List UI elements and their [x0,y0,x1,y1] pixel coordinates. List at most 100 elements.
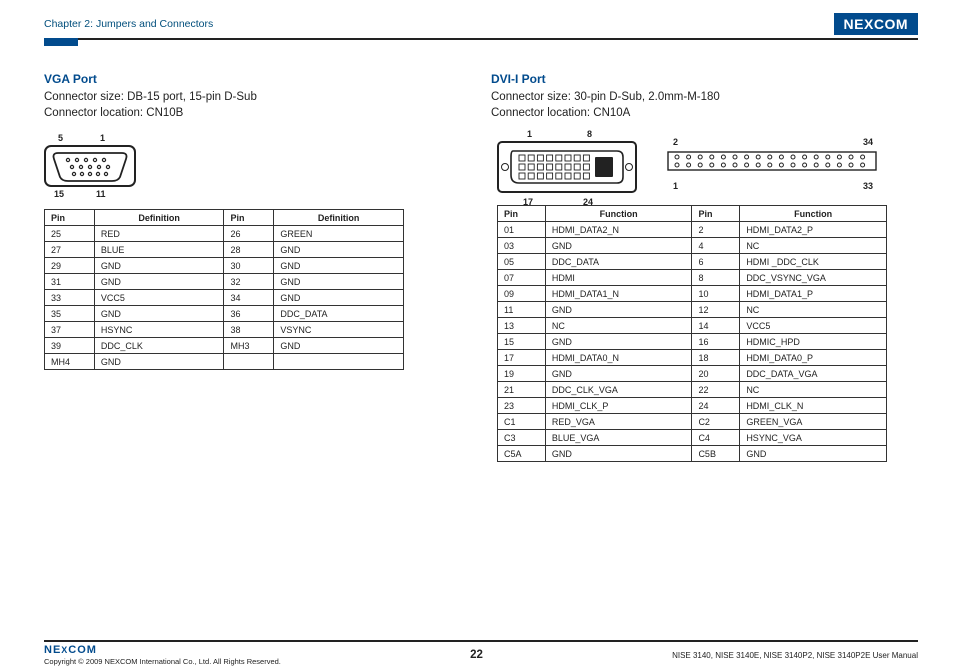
table-cell: HSYNC [94,322,224,338]
table-cell: 07 [498,270,546,286]
table-cell: HDMI_DATA1_P [740,286,887,302]
dvi2-pinlabel-2: 2 [673,137,678,147]
table-row: 21DDC_CLK_VGA22NC [498,382,887,398]
table-cell: RED_VGA [545,414,692,430]
table-cell: GND [274,274,404,290]
product-line: NISE 3140, NISE 3140E, NISE 3140P2, NISE… [672,651,918,660]
footer-logo: NEXCOM [44,644,281,656]
table-cell: DDC_DATA [545,254,692,270]
table-row: 31GND32GND [45,274,404,290]
table-cell: 14 [692,318,740,334]
table-cell: NC [740,382,887,398]
table-cell: 6 [692,254,740,270]
table-cell: C5B [692,446,740,462]
table-cell: HDMI_CLK_P [545,398,692,414]
table-row: 33VCC534GND [45,290,404,306]
table-row: 13NC14VCC5 [498,318,887,334]
table-cell: GND [94,258,224,274]
table-cell: 39 [45,338,95,354]
table-cell: 10 [692,286,740,302]
table-cell: 18 [692,350,740,366]
vga-title: VGA Port [44,72,471,86]
table-cell: GND [94,274,224,290]
dvi-section: DVI-I Port Connector size: 30-pin D-Sub,… [491,72,918,640]
table-cell: NC [740,302,887,318]
vga-section: VGA Port Connector size: DB-15 port, 15-… [44,72,471,640]
table-row: 27BLUE28GND [45,242,404,258]
table-cell: 19 [498,366,546,382]
table-row: 03GND4NC [498,238,887,254]
dvi-pinlabel-17: 17 [523,197,533,207]
vga-location: Connector location: CN10B [44,106,471,122]
table-cell: HDMI_CLK_N [740,398,887,414]
vga-size: Connector size: DB-15 port, 15-pin D-Sub [44,90,471,106]
table-header: Pin [224,210,274,226]
brand-part2: COM [874,16,908,32]
dvi-pinheader-icon [667,149,877,173]
table-cell: GND [545,334,692,350]
table-cell: GND [545,302,692,318]
table-cell: C1 [498,414,546,430]
table-cell: 03 [498,238,546,254]
table-cell: GND [274,338,404,354]
table-cell: HDMI [545,270,692,286]
table-cell: NC [740,238,887,254]
table-cell: GND [274,242,404,258]
table-header: Definition [274,210,404,226]
vga-pinlabel-5: 5 [58,133,63,143]
table-cell: DDC_CLK_VGA [545,382,692,398]
table-row: C3BLUE_VGAC4HSYNC_VGA [498,430,887,446]
dvi-pinlabel-1: 1 [527,129,532,139]
table-cell: GREEN_VGA [740,414,887,430]
table-cell: 28 [224,242,274,258]
table-row: C1RED_VGAC2GREEN_VGA [498,414,887,430]
table-cell: 30 [224,258,274,274]
table-cell: 2 [692,222,740,238]
table-cell: 25 [45,226,95,242]
table-row: C5AGNDC5BGND [498,446,887,462]
page-number: 22 [470,649,483,661]
table-cell: 29 [45,258,95,274]
table-cell: 33 [45,290,95,306]
table-header: Pin [498,206,546,222]
dvi2-pinlabel-34: 34 [863,137,873,147]
table-header: Definition [94,210,224,226]
table-row: 37HSYNC38VSYNC [45,322,404,338]
table-row: 17HDMI_DATA0_N18HDMI_DATA0_P [498,350,887,366]
table-cell: BLUE [94,242,224,258]
vga-pin-table: PinDefinitionPinDefinition 25RED26GREEN2… [44,209,404,370]
table-cell: BLUE_VGA [545,430,692,446]
table-cell: VSYNC [274,322,404,338]
table-cell: 09 [498,286,546,302]
brand-part1: NE [844,16,864,32]
table-cell: 05 [498,254,546,270]
table-row: 09HDMI_DATA1_N10HDMI_DATA1_P [498,286,887,302]
table-cell: 8 [692,270,740,286]
table-cell: 17 [498,350,546,366]
page-footer: NEXCOM Copyright © 2009 NEXCOM Internati… [44,640,918,666]
dvi-pinlabel-24: 24 [583,197,593,207]
table-cell: GND [545,446,692,462]
table-cell: GND [545,366,692,382]
table-row: 19GND20DDC_DATA_VGA [498,366,887,382]
table-row: 39DDC_CLKMH3GND [45,338,404,354]
table-row: 07HDMI8DDC_VSYNC_VGA [498,270,887,286]
table-cell: VCC5 [94,290,224,306]
table-cell: HDMI_DATA0_N [545,350,692,366]
table-cell: 15 [498,334,546,350]
dvi2-pinlabel-1: 1 [673,181,678,191]
dvi-connector-icon [497,141,637,193]
table-cell: GND [94,306,224,322]
table-cell: RED [94,226,224,242]
table-cell: DDC_DATA_VGA [740,366,887,382]
table-cell: DDC_DATA [274,306,404,322]
table-cell: 36 [224,306,274,322]
brand-x: X [864,16,874,32]
table-cell: 38 [224,322,274,338]
dvi-title: DVI-I Port [491,72,918,86]
table-cell: 26 [224,226,274,242]
table-cell: GND [274,258,404,274]
horizontal-rule [44,38,918,46]
table-cell: HSYNC_VGA [740,430,887,446]
table-cell: C3 [498,430,546,446]
